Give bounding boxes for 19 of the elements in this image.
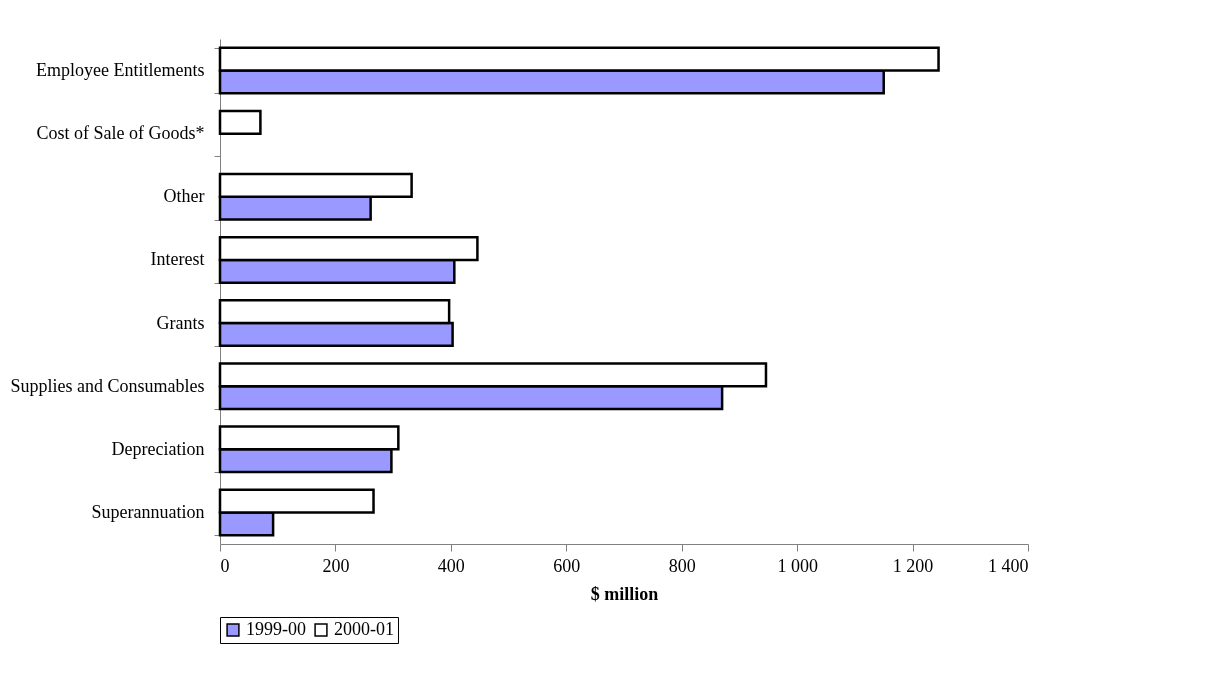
x-tick-label: 800: [668, 555, 696, 576]
y-tick-label: Interest: [150, 249, 205, 270]
y-tick-label: Superannuation: [91, 501, 205, 522]
x-tick-label: 1 400: [988, 555, 1029, 576]
y-tick-label: Supplies and Consumables: [10, 375, 205, 396]
x-tick-label: 1 200: [892, 555, 934, 576]
y-tick-label: Other: [163, 186, 205, 207]
y-tick-label: Cost of Sale of Goods*: [36, 123, 205, 144]
x-tick-label: 1 000: [777, 555, 818, 576]
legend-label: 1999-00: [246, 619, 306, 639]
y-tick-label: Depreciation: [111, 438, 205, 459]
legend-label: 2000-01: [334, 619, 394, 639]
x-tick-label: 400: [437, 555, 465, 576]
x-tick-label: 0: [220, 555, 230, 576]
y-tick-label: Employee Entitlements: [36, 60, 205, 81]
x-axis-title: $ million: [590, 583, 659, 604]
x-tick-label: 600: [553, 555, 581, 576]
y-tick-label: Grants: [156, 312, 205, 333]
x-tick-label: 200: [322, 555, 350, 576]
